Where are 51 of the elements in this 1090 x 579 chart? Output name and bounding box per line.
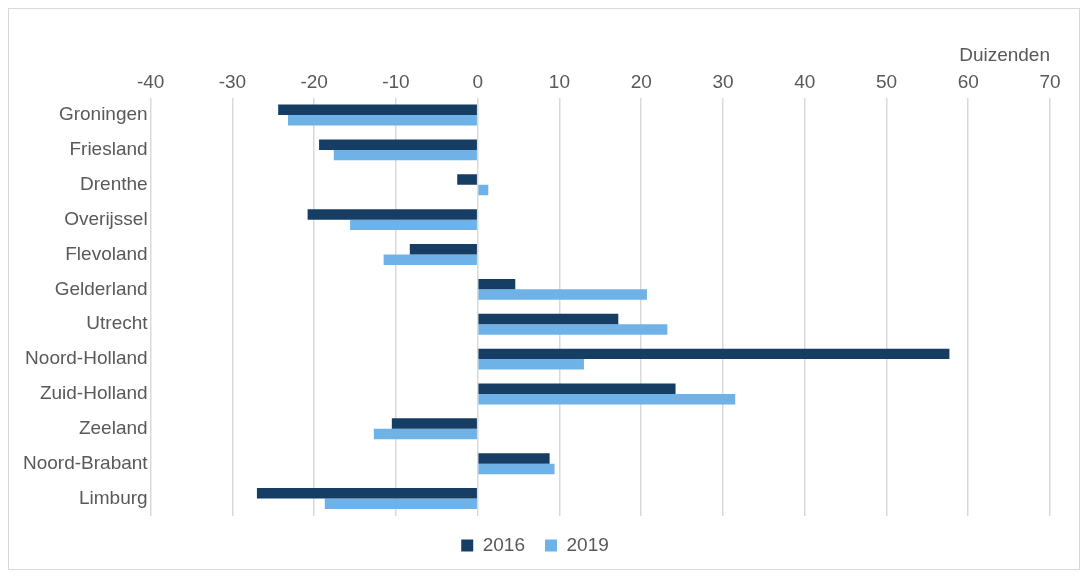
x-tick-label: -30 bbox=[218, 71, 247, 93]
x-tick-label: -40 bbox=[136, 71, 165, 93]
x-tick-label: 30 bbox=[712, 71, 734, 93]
bar bbox=[478, 278, 516, 290]
bar bbox=[333, 149, 477, 161]
bar bbox=[278, 104, 477, 116]
y-tick-label: Noord-Holland bbox=[25, 347, 148, 369]
bar bbox=[409, 244, 477, 255]
x-tick-label: -20 bbox=[300, 71, 328, 93]
y-tick-label: Limburg bbox=[78, 486, 148, 508]
x-tick-label: 0 bbox=[472, 71, 483, 93]
bar bbox=[478, 463, 555, 475]
bar bbox=[478, 453, 550, 464]
bar bbox=[478, 383, 676, 394]
bar bbox=[256, 488, 477, 499]
x-tick-label: -10 bbox=[382, 71, 410, 93]
bar bbox=[307, 209, 477, 220]
bar bbox=[350, 219, 477, 231]
bar bbox=[478, 289, 647, 300]
bar bbox=[287, 115, 477, 126]
y-tick-label: Flevoland bbox=[65, 242, 148, 264]
bar bbox=[391, 418, 477, 429]
bar bbox=[457, 174, 477, 185]
y-tick-label: Gelderland bbox=[54, 277, 148, 299]
bar bbox=[478, 313, 619, 325]
x-tick-label: 40 bbox=[794, 71, 816, 93]
y-tick-label: Zeeland bbox=[78, 417, 148, 439]
y-tick-label: Groningen bbox=[58, 103, 148, 125]
legend-label: 2016 bbox=[482, 533, 526, 555]
bar bbox=[383, 254, 477, 265]
bar bbox=[324, 498, 477, 510]
x-tick-label: 20 bbox=[630, 71, 652, 93]
legend-label: 2019 bbox=[566, 533, 609, 555]
y-tick-label: Drenthe bbox=[80, 173, 148, 194]
x-tick-label: 10 bbox=[548, 71, 570, 93]
y-tick-label: Utrecht bbox=[86, 312, 149, 334]
x-axis-title: Duizenden bbox=[959, 43, 1050, 65]
x-tick-label: 50 bbox=[875, 71, 898, 93]
bar bbox=[319, 139, 477, 150]
y-tick-label: Zuid-Holland bbox=[39, 382, 148, 404]
x-tick-label: 70 bbox=[1039, 71, 1061, 93]
y-tick-label: Friesland bbox=[69, 138, 148, 160]
bar bbox=[478, 359, 584, 370]
bar bbox=[478, 348, 950, 360]
bar bbox=[478, 184, 489, 196]
bar bbox=[478, 324, 668, 335]
bar bbox=[373, 428, 477, 440]
y-tick-label: Overijssel bbox=[64, 207, 148, 229]
y-tick-label: Noord-Brabant bbox=[23, 451, 149, 473]
x-tick-label: 60 bbox=[957, 71, 979, 93]
bar bbox=[478, 393, 736, 405]
